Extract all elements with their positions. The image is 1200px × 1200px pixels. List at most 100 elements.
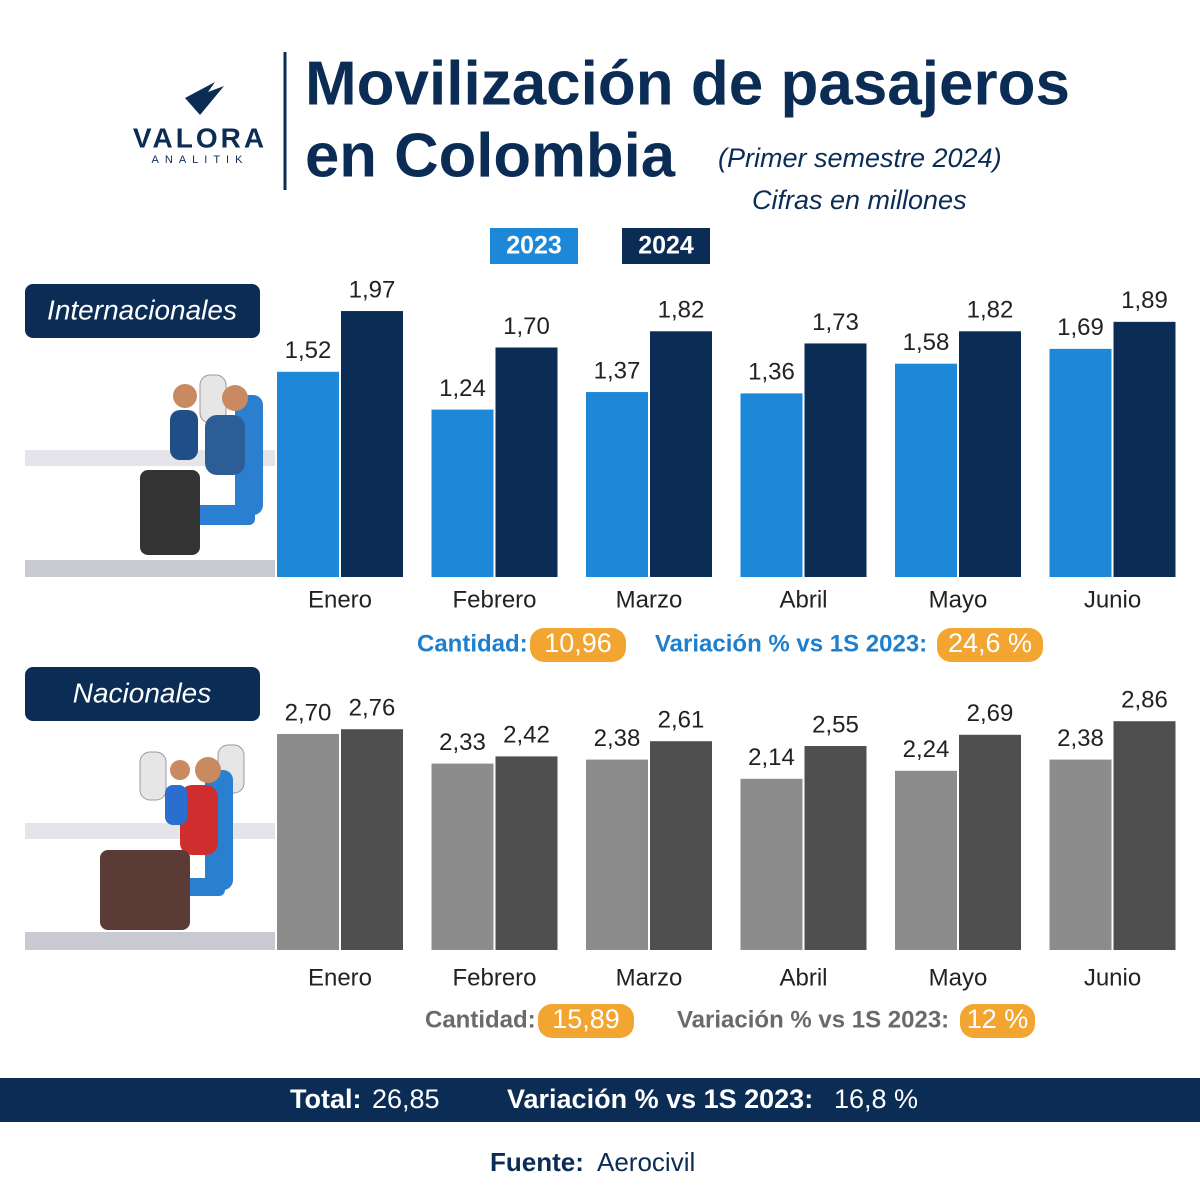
x-tick-label: Marzo — [616, 964, 683, 991]
value-label: 2,86 — [1121, 687, 1168, 714]
value-label: 2,55 — [812, 711, 859, 738]
summary-pill — [538, 1004, 634, 1038]
legend-swatch — [490, 228, 578, 264]
illustration — [100, 374, 263, 930]
value-label: 1,58 — [903, 329, 950, 356]
value-label: 2,76 — [349, 695, 396, 722]
summary-value: 12 % — [967, 1004, 1029, 1034]
bar — [1113, 721, 1176, 950]
logo-mark — [185, 82, 224, 115]
x-tick-label: Junio — [1084, 586, 1141, 613]
value-label: 2,70 — [285, 699, 332, 726]
summary-pill — [937, 628, 1043, 662]
value-label: 1,24 — [439, 375, 486, 402]
value-label: 2,38 — [1057, 725, 1104, 752]
section-box — [25, 667, 260, 721]
bar — [895, 770, 957, 950]
bar — [341, 729, 403, 950]
legend-label: 2023 — [506, 232, 562, 260]
floor — [25, 823, 275, 839]
value-label: 2,33 — [439, 729, 486, 756]
bar — [495, 756, 558, 950]
value-label: 1,89 — [1121, 287, 1168, 314]
summary-label: Variación % vs 1S 2023: — [655, 630, 927, 657]
logo-sub: ANALITIK — [152, 154, 249, 166]
subtitle: (Primer semestre 2024) — [718, 143, 1002, 173]
x-tick-label: Enero — [308, 586, 372, 613]
bar — [495, 347, 558, 577]
bar — [740, 393, 803, 577]
footer-value: 16,8 % — [834, 1084, 918, 1114]
summary-pill — [960, 1004, 1035, 1038]
summary-value: 10,96 — [544, 628, 612, 658]
x-tick-label: Junio — [1084, 964, 1141, 991]
x-tick-label: Febrero — [452, 586, 536, 613]
title: en Colombia — [305, 121, 676, 190]
bar — [586, 759, 648, 950]
value-label: 2,42 — [503, 722, 550, 749]
legend-swatch — [622, 228, 710, 264]
footer-value: 26,85 — [372, 1084, 440, 1114]
summary-label: Cantidad: — [425, 1006, 536, 1033]
note: Cifras en millones — [752, 185, 967, 215]
value-label: 2,61 — [658, 707, 705, 734]
bar — [1113, 321, 1176, 577]
bar — [650, 741, 712, 950]
legend-label: 2024 — [638, 232, 694, 260]
value-label: 1,97 — [349, 276, 396, 303]
value-label: 1,82 — [658, 297, 705, 324]
value-label: 2,38 — [594, 725, 641, 752]
bar — [431, 763, 494, 950]
bar — [586, 392, 648, 577]
section-title: Internacionales — [47, 294, 237, 325]
x-tick-label: Abril — [779, 586, 827, 613]
x-tick-label: Enero — [308, 964, 372, 991]
value-label: 2,69 — [967, 700, 1014, 727]
bar — [1049, 348, 1112, 577]
logo: VALORA — [133, 122, 267, 153]
value-label: 1,69 — [1057, 314, 1104, 341]
x-tick-label: Marzo — [616, 586, 683, 613]
value-label: 1,37 — [594, 357, 641, 384]
bar — [959, 734, 1021, 950]
summary-value: 24,6 % — [948, 628, 1032, 658]
title: Movilización de pasajeros — [305, 49, 1070, 118]
floor — [25, 560, 275, 577]
footer-label: Variación % vs 1S 2023: — [507, 1084, 813, 1114]
value-label: 1,36 — [748, 359, 795, 386]
bar — [804, 746, 867, 950]
floor — [25, 932, 275, 950]
bar — [341, 311, 403, 577]
bar — [277, 371, 339, 577]
bar — [959, 331, 1021, 577]
source: Aerocivil — [597, 1147, 695, 1177]
value-label: 1,70 — [503, 313, 550, 340]
value-label: 1,82 — [967, 297, 1014, 324]
summary-value: 15,89 — [552, 1004, 620, 1034]
bar — [431, 409, 494, 577]
x-tick-label: Abril — [779, 964, 827, 991]
summary-label: Variación % vs 1S 2023: — [677, 1006, 949, 1033]
source-label: Fuente: — [490, 1147, 584, 1177]
bar — [277, 734, 339, 950]
value-label: 2,24 — [903, 736, 950, 763]
x-tick-label: Febrero — [452, 964, 536, 991]
bar — [804, 343, 867, 577]
footer-bar — [0, 1078, 1200, 1122]
value-label: 1,73 — [812, 309, 859, 336]
summary-pill — [530, 628, 626, 662]
bar — [895, 363, 957, 577]
x-tick-label: Mayo — [929, 586, 988, 613]
section-title: Nacionales — [73, 677, 212, 708]
x-tick-label: Mayo — [929, 964, 988, 991]
footer-label: Total: — [290, 1084, 361, 1114]
value-label: 1,52 — [285, 337, 332, 364]
summary-label: Cantidad: — [417, 630, 528, 657]
bar — [740, 778, 803, 950]
section-box — [25, 284, 260, 338]
value-label: 2,14 — [748, 744, 795, 771]
bar — [650, 331, 712, 577]
